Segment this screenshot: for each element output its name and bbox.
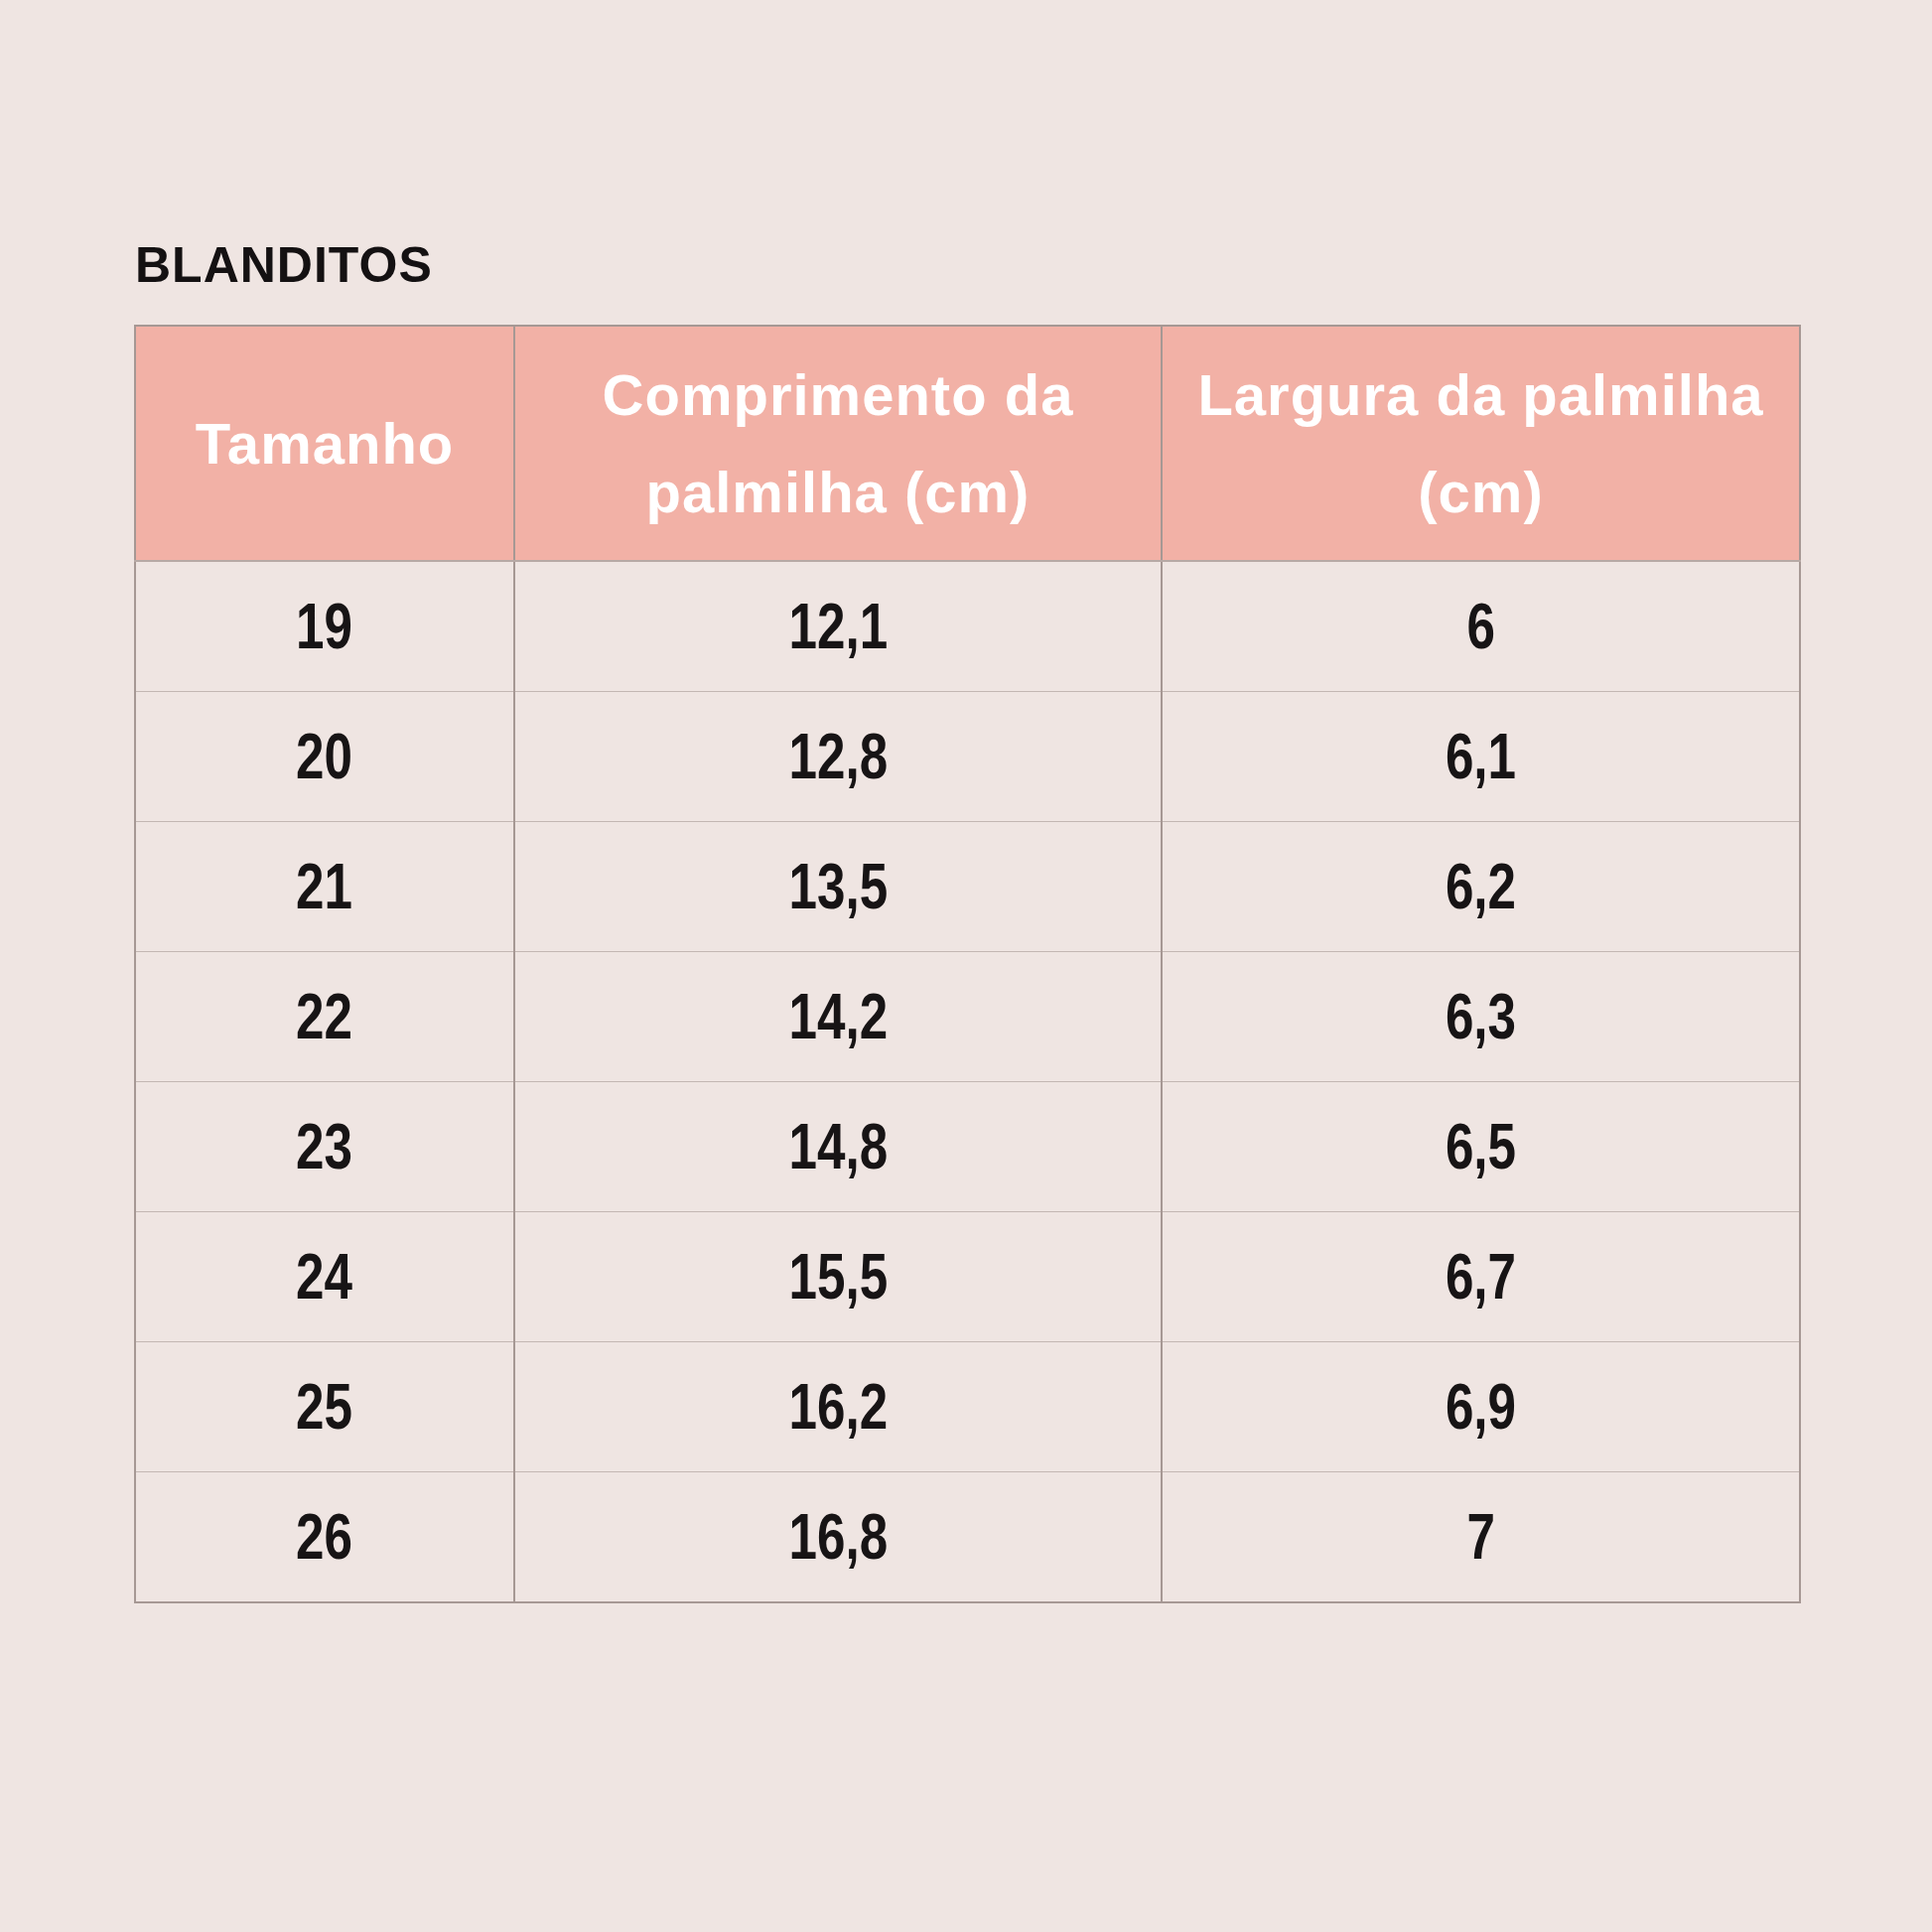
table-row: 25 16,2 6,9 — [135, 1342, 1800, 1472]
table-row: 24 15,5 6,7 — [135, 1212, 1800, 1342]
cell-value: 6,5 — [1446, 1110, 1516, 1183]
table-cell: 25 — [135, 1342, 514, 1472]
table-row: 20 12,8 6,1 — [135, 692, 1800, 822]
table-cell: 14,2 — [514, 952, 1162, 1082]
cell-value: 6,7 — [1446, 1240, 1516, 1313]
table-cell: 16,2 — [514, 1342, 1162, 1472]
table-cell: 24 — [135, 1212, 514, 1342]
cell-value: 6,1 — [1446, 720, 1516, 793]
table-cell: 23 — [135, 1082, 514, 1212]
cell-value: 25 — [297, 1370, 353, 1444]
table-cell: 6,7 — [1162, 1212, 1800, 1342]
cell-value: 6,9 — [1446, 1370, 1516, 1444]
cell-value: 21 — [297, 850, 353, 923]
cell-value: 22 — [297, 980, 353, 1053]
cell-value: 14,2 — [788, 980, 888, 1053]
column-header-largura: Largura da palmilha (cm) — [1162, 326, 1800, 561]
cell-value: 16,2 — [788, 1370, 888, 1444]
table-cell: 21 — [135, 822, 514, 952]
column-header-tamanho: Tamanho — [135, 326, 514, 561]
table-cell: 16,8 — [514, 1472, 1162, 1603]
table-cell: 12,1 — [514, 561, 1162, 692]
table-cell: 6 — [1162, 561, 1800, 692]
cell-value: 26 — [297, 1500, 353, 1574]
cell-value: 6,2 — [1446, 850, 1516, 923]
table-row: 19 12,1 6 — [135, 561, 1800, 692]
table-row: 22 14,2 6,3 — [135, 952, 1800, 1082]
cell-value: 6 — [1466, 590, 1494, 663]
table-cell: 12,8 — [514, 692, 1162, 822]
cell-value: 12,1 — [788, 590, 888, 663]
table-cell: 22 — [135, 952, 514, 1082]
table-cell: 26 — [135, 1472, 514, 1603]
column-header-comprimento: Comprimento da palmilha (cm) — [514, 326, 1162, 561]
table-cell: 6,1 — [1162, 692, 1800, 822]
header-row: Tamanho Comprimento da palmilha (cm) Lar… — [135, 326, 1800, 561]
cell-value: 12,8 — [788, 720, 888, 793]
size-table-header: Tamanho Comprimento da palmilha (cm) Lar… — [135, 326, 1800, 561]
cell-value: 13,5 — [788, 850, 888, 923]
table-cell: 7 — [1162, 1472, 1800, 1603]
table-cell: 6,2 — [1162, 822, 1800, 952]
cell-value: 19 — [297, 590, 353, 663]
table-cell: 13,5 — [514, 822, 1162, 952]
cell-value: 6,3 — [1446, 980, 1516, 1053]
table-cell: 20 — [135, 692, 514, 822]
cell-value: 24 — [297, 1240, 353, 1313]
cell-value: 20 — [297, 720, 353, 793]
table-row: 21 13,5 6,2 — [135, 822, 1800, 952]
table-cell: 6,9 — [1162, 1342, 1800, 1472]
table-cell: 6,5 — [1162, 1082, 1800, 1212]
cell-value: 7 — [1466, 1500, 1494, 1574]
table-cell: 15,5 — [514, 1212, 1162, 1342]
table-row: 26 16,8 7 — [135, 1472, 1800, 1603]
size-table-body: 19 12,1 6 20 12,8 6,1 21 13,5 6,2 22 14,2 6,3 23 14,8… — [135, 561, 1800, 1602]
cell-value: 23 — [297, 1110, 353, 1183]
cell-value: 16,8 — [788, 1500, 888, 1574]
table-cell: 6,3 — [1162, 952, 1800, 1082]
table-row: 23 14,8 6,5 — [135, 1082, 1800, 1212]
table-cell: 19 — [135, 561, 514, 692]
table-cell: 14,8 — [514, 1082, 1162, 1212]
page-title: BLANDITOS — [135, 236, 433, 294]
size-chart-table: Tamanho Comprimento da palmilha (cm) Lar… — [134, 325, 1801, 1603]
cell-value: 14,8 — [788, 1110, 888, 1183]
cell-value: 15,5 — [788, 1240, 888, 1313]
